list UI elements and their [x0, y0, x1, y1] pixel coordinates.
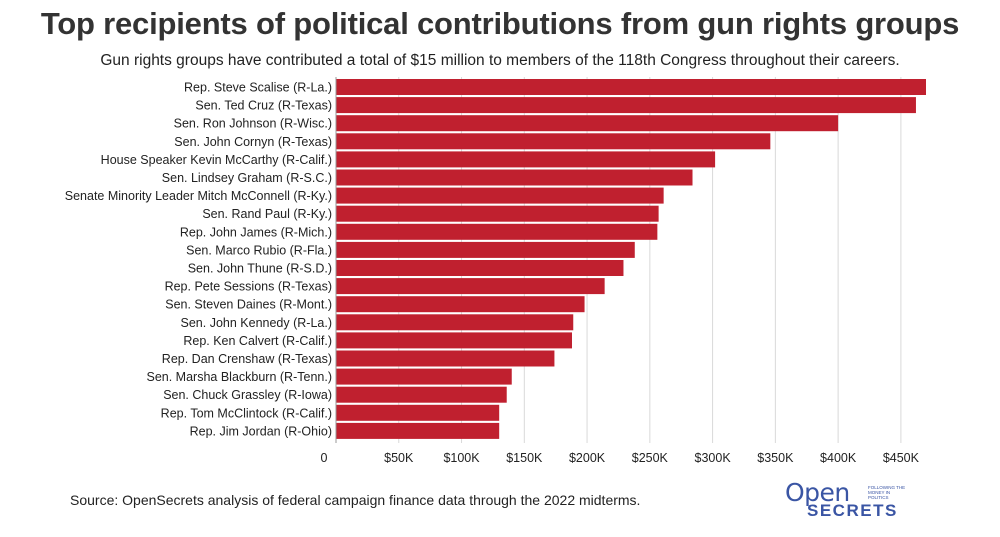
bar: [336, 314, 574, 331]
bar: [336, 422, 500, 439]
x-tick-label: $50K: [384, 451, 414, 465]
bar: [336, 332, 572, 349]
chart-subtitle: Gun rights groups have contributed a tot…: [100, 52, 900, 69]
category-label: Rep. Dan Crenshaw (R-Texas): [162, 352, 332, 366]
category-label: Rep. Ken Calvert (R-Calif.): [183, 334, 332, 348]
logo-open-text: Open: [785, 478, 850, 507]
x-tick-label: $300K: [695, 451, 732, 465]
x-tick-label: $250K: [632, 451, 669, 465]
bar: [336, 169, 693, 186]
category-label: Sen. Ted Cruz (R-Texas): [195, 99, 332, 113]
category-label: Sen. John Thune (R-S.D.): [188, 262, 332, 276]
category-label: Sen. Rand Paul (R-Ky.): [202, 207, 332, 221]
bar: [336, 241, 635, 258]
bar: [336, 187, 664, 204]
x-tick-label: 0: [321, 451, 328, 465]
category-label: Sen. Lindsey Graham (R-S.C.): [162, 171, 332, 185]
category-label: Rep. John James (R-Mich.): [180, 225, 332, 239]
category-label: Sen. Steven Daines (R-Mont.): [165, 298, 332, 312]
bar: [336, 151, 716, 168]
bar: [336, 223, 658, 240]
x-tick-label: $150K: [506, 451, 543, 465]
bar: [336, 386, 507, 403]
category-label: House Speaker Kevin McCarthy (R-Calif.): [101, 153, 332, 167]
chart-title: Top recipients of political contribution…: [40, 6, 960, 41]
opensecrets-logo: Open FOLLOWING THE MONEY IN POLITICS SEC…: [785, 478, 915, 523]
x-tick-label: $350K: [757, 451, 794, 465]
category-label: Sen. Marsha Blackburn (R-Tenn.): [147, 370, 333, 384]
bar: [336, 404, 500, 421]
bar: [336, 97, 916, 114]
bar: [336, 368, 512, 385]
category-label: Sen. John Kennedy (R-La.): [181, 316, 332, 330]
category-label: Rep. Tom McClintock (R-Calif.): [161, 406, 332, 420]
x-tick-label: $400K: [820, 451, 857, 465]
category-label: Sen. John Cornyn (R-Texas): [174, 135, 332, 149]
x-tick-label: $450K: [883, 451, 920, 465]
logo-secrets-text: SECRETS: [807, 501, 898, 520]
bar-chart: Rep. Steve Scalise (R-La.) Sen. Ted Cruz …: [65, 77, 926, 465]
bar: [336, 133, 771, 150]
category-label: Sen. Marco Rubio (R-Fla.): [186, 243, 332, 257]
category-label: Rep. Jim Jordan (R-Ohio): [190, 424, 332, 438]
category-label: Rep. Pete Sessions (R-Texas): [165, 280, 332, 294]
bar: [336, 296, 585, 313]
category-label: Sen. Ron Johnson (R-Wisc.): [174, 117, 332, 131]
category-label: Senate Minority Leader Mitch McConnell (…: [65, 189, 332, 203]
bar: [336, 79, 926, 95]
source-note: Source: OpenSecrets analysis of federal …: [70, 492, 641, 508]
category-label: Rep. Steve Scalise (R-La.): [184, 81, 332, 95]
bar: [336, 205, 659, 222]
bar: [336, 260, 624, 276]
bar: [336, 350, 555, 367]
bar: [336, 115, 839, 132]
logo-tagline: FOLLOWING THE MONEY IN POLITICS: [868, 485, 906, 500]
category-label: Sen. Chuck Grassley (R-Iowa): [163, 388, 332, 402]
x-tick-label: $100K: [443, 451, 480, 465]
x-tick-label: $200K: [569, 451, 606, 465]
bar: [336, 278, 605, 295]
